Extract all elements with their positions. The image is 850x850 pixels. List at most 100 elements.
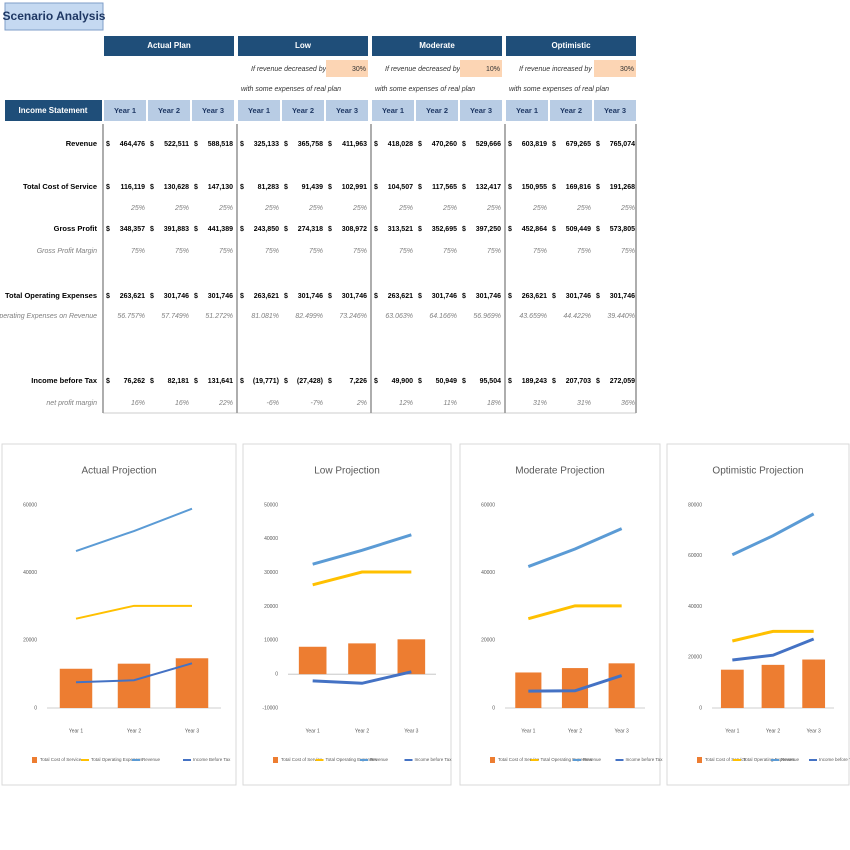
currency: $	[418, 378, 422, 385]
scenario-header-box	[238, 36, 368, 56]
x-tick-label: Year 2	[568, 728, 582, 734]
x-tick-label: Year 2	[355, 728, 369, 734]
cell: 418,028	[388, 141, 413, 148]
cell: 132,417	[476, 184, 501, 191]
x-tick-label: Year 2	[766, 728, 780, 734]
cell: 301,746	[342, 293, 367, 300]
currency: $	[418, 293, 422, 300]
cell: 679,265	[566, 141, 591, 148]
chart-title: Actual Projection	[81, 466, 156, 477]
currency: $	[508, 184, 512, 191]
chart-panel	[242, 443, 452, 786]
currency: $	[552, 141, 556, 148]
year-header-box	[192, 100, 234, 121]
y-tick-label: 20000	[481, 638, 495, 644]
cell: 301,746	[164, 293, 189, 300]
cell: 263,621	[388, 293, 413, 300]
currency: $	[374, 226, 378, 233]
scenario-header-box	[372, 36, 502, 56]
cell: 44.422%	[563, 313, 591, 320]
cell: 57.749%	[161, 313, 189, 320]
line	[527, 604, 622, 621]
cell: 411,963	[342, 141, 367, 148]
cell: 189,243	[522, 378, 547, 385]
cell: 301,746	[298, 293, 323, 300]
cell: 263,621	[120, 293, 145, 300]
currency: $	[374, 293, 378, 300]
legend-swatch	[32, 757, 37, 763]
x-tick-label: Year 3	[185, 728, 199, 734]
year-header: Year 2	[292, 106, 314, 115]
x-tick-label: Year 3	[404, 728, 418, 734]
cell: 75%	[265, 248, 279, 255]
chart-title: Low Projection	[314, 466, 380, 477]
scenario-header-box	[104, 36, 234, 56]
cell: 150,955	[522, 184, 547, 191]
year-header-box	[148, 100, 190, 121]
cell: 191,268	[610, 184, 635, 191]
cell: 16%	[131, 400, 145, 407]
scenario-note: If revenue decreased by	[385, 66, 461, 73]
y-tick-label: 40000	[264, 536, 278, 542]
cell: 391,883	[164, 226, 189, 233]
change-box	[594, 60, 636, 77]
legend-label: Total Cost of Service	[498, 757, 540, 762]
row-label: Gross Profit	[54, 224, 98, 233]
cell: -7%	[311, 400, 323, 407]
cell: 31%	[533, 400, 547, 407]
legend-swatch	[490, 757, 495, 763]
currency: $	[596, 184, 600, 191]
y-tick-label: 0	[275, 671, 278, 677]
y-tick-label: 20000	[23, 638, 37, 644]
x-tick-label: Year 3	[615, 728, 629, 734]
currency: $	[596, 141, 600, 148]
chart-panel	[1, 443, 237, 786]
legend-label: Revenue	[370, 757, 389, 762]
cell: 470,260	[432, 141, 457, 148]
cell: 301,746	[566, 293, 591, 300]
line	[75, 507, 193, 552]
scenario-header: Actual Plan	[147, 41, 191, 50]
cell: 95,504	[480, 378, 502, 385]
currency: $	[374, 141, 378, 148]
line	[527, 527, 623, 568]
cell: 25%	[264, 205, 279, 212]
cell: 2%	[356, 400, 367, 407]
cell: 313,521	[388, 226, 413, 233]
y-tick-label: 60000	[688, 553, 702, 559]
year-header: Year 3	[604, 106, 626, 115]
cell: 464,476	[120, 141, 145, 148]
legend-label: Revenue	[781, 757, 800, 762]
y-tick-label: 20000	[264, 604, 278, 610]
year-header: Year 3	[336, 106, 358, 115]
cell: 104,507	[388, 184, 413, 191]
currency: $	[596, 226, 600, 233]
cell: 75%	[621, 248, 635, 255]
cell: 22%	[218, 400, 233, 407]
cell: 25%	[130, 205, 145, 212]
cell: 397,250	[476, 226, 501, 233]
year-header-box	[238, 100, 280, 121]
cell: 82.499%	[295, 313, 323, 320]
cell: 207,703	[566, 378, 591, 385]
cell: 274,318	[298, 226, 323, 233]
x-tick-label: Year 1	[69, 728, 83, 734]
currency: $	[418, 226, 422, 233]
y-tick-label: 50000	[264, 502, 278, 508]
cell: 43.659%	[519, 313, 547, 320]
cell: 308,972	[342, 226, 367, 233]
bar	[608, 663, 635, 708]
y-tick-label: 20000	[688, 655, 702, 661]
line	[75, 604, 192, 620]
cell: 243,850	[254, 226, 279, 233]
scenario-header-box	[506, 36, 636, 56]
year-header: Year 1	[516, 106, 538, 115]
y-tick-label: 0	[699, 705, 702, 711]
year-header-box	[282, 100, 324, 121]
currency: $	[106, 184, 110, 191]
cell: -6%	[267, 400, 279, 407]
cell: 102,991	[342, 184, 367, 191]
currency: $	[284, 378, 288, 385]
cell: 25%	[218, 205, 233, 212]
cell: 82,181	[168, 378, 190, 385]
